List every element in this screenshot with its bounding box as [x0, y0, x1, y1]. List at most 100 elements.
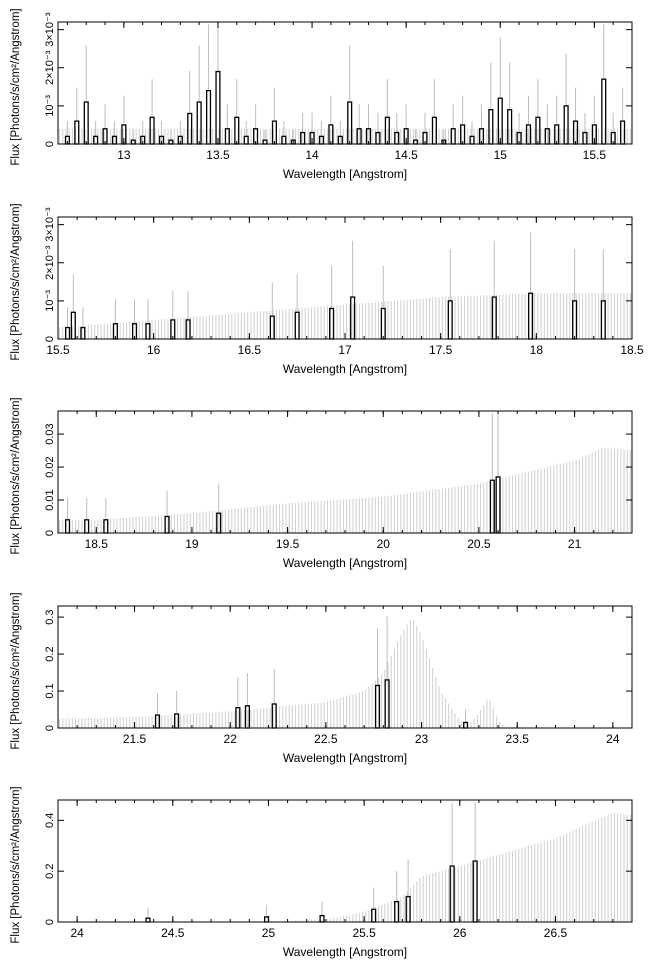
- data-bar: [384, 116, 390, 145]
- y-tick-label: 0: [44, 725, 56, 731]
- x-tick-label: 18.5: [85, 537, 109, 551]
- data-bar: [489, 479, 495, 534]
- data-bar: [271, 120, 277, 145]
- data-bar: [394, 901, 400, 923]
- x-tick-label: 13: [117, 148, 131, 162]
- data-bar: [111, 135, 118, 145]
- data-bar: [394, 131, 400, 145]
- data-bar: [215, 70, 221, 145]
- data-bar: [431, 116, 437, 145]
- error-bar-series: [67, 413, 499, 520]
- data-bar: [413, 139, 419, 145]
- data-bar: [70, 311, 76, 340]
- data-bar: [380, 307, 386, 340]
- data-bar: [164, 515, 170, 534]
- x-tick-label: 17.5: [429, 343, 453, 357]
- data-bar: [83, 101, 89, 145]
- y-tick-label: 0.01: [44, 489, 56, 510]
- data-bar: [450, 128, 456, 145]
- data-bar: [243, 135, 249, 145]
- data-bar: [84, 519, 90, 534]
- y-tick-label: 2×10⁻³: [44, 245, 56, 280]
- y-tick-label: 0.03: [44, 423, 56, 444]
- x-axis-label: Wavelength [Angstrom]: [283, 751, 407, 765]
- model-series: [59, 447, 631, 533]
- x-tick-label: 21.5: [123, 732, 147, 746]
- data-bar: [74, 120, 80, 145]
- data-bar: [174, 713, 180, 729]
- data-bar: [294, 311, 300, 340]
- data-bar: [281, 135, 287, 145]
- plot-frame: [57, 799, 633, 923]
- data-series: [65, 292, 606, 340]
- y-axis-label: Flux [Photons/s/cm²/Angstrom]: [10, 592, 22, 749]
- x-tick-label: 15: [494, 148, 508, 162]
- data-bar: [262, 139, 268, 145]
- data-bar: [300, 131, 306, 145]
- data-bar: [103, 519, 109, 534]
- x-tick-label: 23: [415, 732, 429, 746]
- data-bar: [582, 131, 588, 145]
- data-bar: [497, 97, 503, 145]
- data-bar: [269, 315, 275, 340]
- chart-panel-5: 24 24.5 25 25.5 26 26.5 0 0.2 0.4 Wavelength [Ang…: [10, 786, 633, 959]
- data-series: [145, 860, 478, 923]
- data-bar: [319, 914, 325, 923]
- x-tick-label: 24: [70, 926, 84, 940]
- y-tick-label: 10⁻³: [44, 290, 56, 312]
- y-tick-label: 10⁻³: [44, 95, 56, 117]
- y-tick-label: 0: [44, 336, 56, 342]
- x-tick-label: 23.5: [506, 732, 530, 746]
- x-tick-label: 25.5: [352, 926, 376, 940]
- y-tick-label: 0.4: [44, 813, 56, 828]
- data-bar: [491, 296, 497, 340]
- x-tick-label: 26: [453, 926, 467, 940]
- data-bar: [187, 112, 193, 145]
- error-bar-series: [147, 802, 476, 919]
- error-bar-series: [156, 616, 467, 723]
- data-bar: [154, 714, 161, 729]
- x-tick-label: 15.5: [583, 148, 607, 162]
- data-bar: [601, 78, 607, 145]
- y-tick-label: 0.2: [44, 646, 56, 661]
- data-bar: [224, 128, 230, 145]
- data-bar: [572, 300, 578, 340]
- data-bar: [447, 300, 453, 340]
- x-axis-label: Wavelength [Angstrom]: [283, 167, 407, 181]
- x-tick-label: 17: [338, 343, 352, 357]
- error-bar-series: [67, 232, 604, 328]
- y-tick-label: 2×10⁻³: [44, 50, 56, 85]
- data-bar: [472, 860, 478, 923]
- y-tick-label: 0.02: [44, 456, 56, 477]
- data-bar: [528, 292, 534, 340]
- data-bar: [469, 135, 475, 145]
- y-tick-label: 0: [44, 141, 56, 147]
- x-tick-label: 18.5: [620, 343, 644, 357]
- data-bar: [196, 101, 202, 145]
- data-bar: [462, 721, 469, 729]
- data-bar: [93, 135, 99, 145]
- plot-frame: [57, 605, 633, 729]
- data-bar: [185, 319, 191, 340]
- data-bar: [263, 916, 270, 923]
- data-bar: [495, 476, 501, 534]
- chart-panel-3: 18.5 19 19.5 20 20.5 21 0 0.01 0.02 0.03 Wavelengt…: [10, 397, 633, 570]
- x-tick-label: 14.5: [394, 148, 418, 162]
- data-bar: [375, 131, 381, 145]
- x-tick-label: 20.5: [467, 537, 491, 551]
- x-tick-label: 25: [262, 926, 276, 940]
- y-tick-label: 3×10⁻³: [44, 207, 56, 242]
- y-tick-label: 0.1: [44, 683, 56, 698]
- data-bar: [65, 519, 71, 534]
- y-tick-label: 3×10⁻³: [44, 12, 56, 47]
- x-tick-label: 15.5: [46, 343, 70, 357]
- model-series: [59, 293, 631, 339]
- data-bar: [374, 684, 381, 729]
- data-bar: [271, 703, 277, 729]
- data-bar: [572, 120, 579, 145]
- x-axis-label: Wavelength [Angstrom]: [283, 945, 407, 959]
- x-tick-label: 22.5: [314, 732, 338, 746]
- chart-panel-4: 21.5 22 22.5 23 23.5 24 0 0.1 0.2 0.3 Wavelength […: [10, 592, 633, 765]
- data-bar: [329, 307, 335, 340]
